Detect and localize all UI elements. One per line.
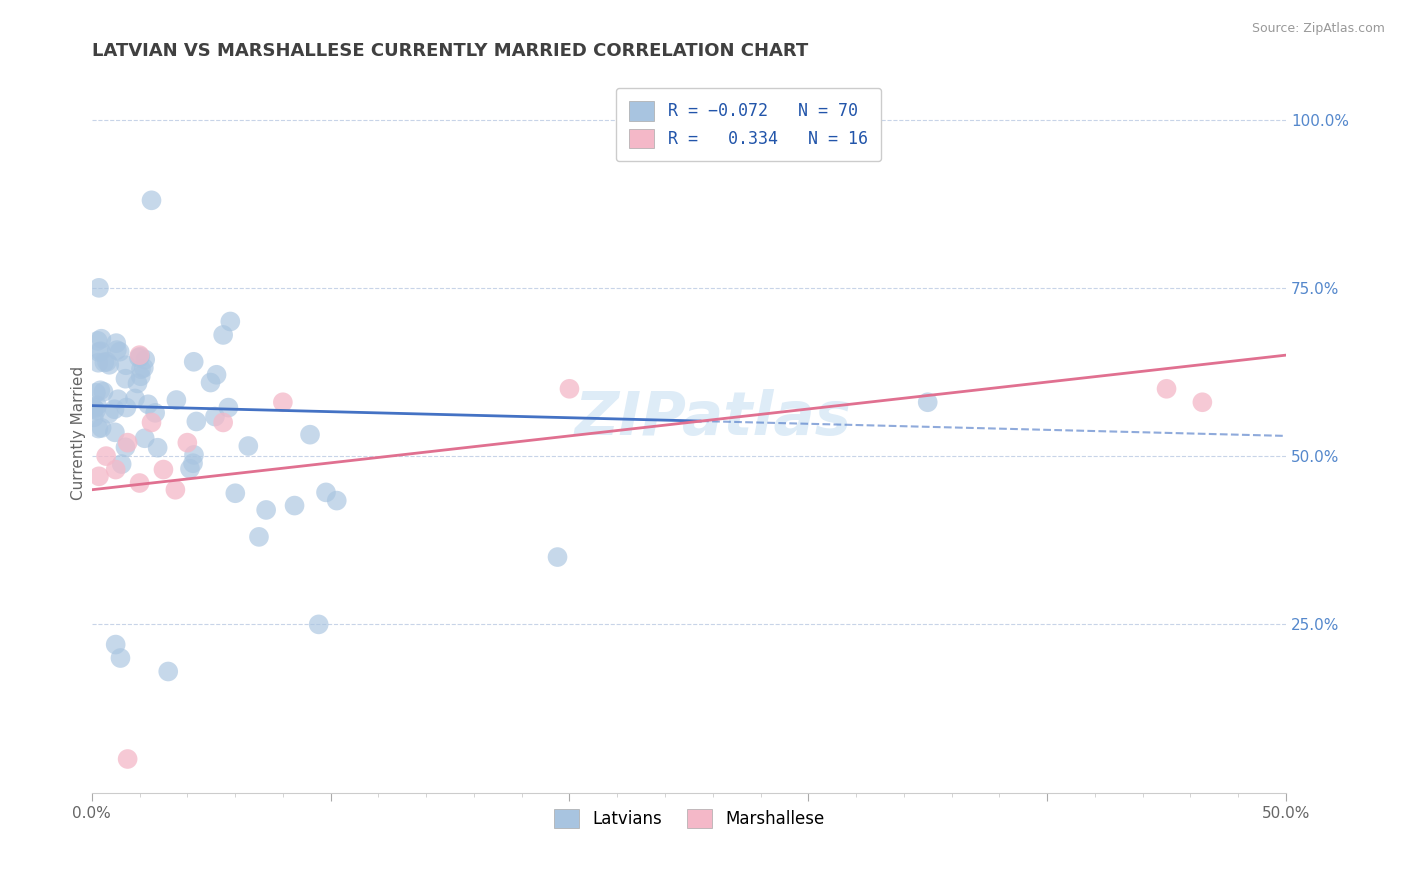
Point bbox=[90, 332, 112, 346]
Point bbox=[176, 435, 198, 450]
Point bbox=[152, 462, 174, 476]
Point bbox=[224, 486, 246, 500]
Point bbox=[93, 384, 115, 399]
Point bbox=[315, 485, 337, 500]
Point bbox=[97, 407, 120, 421]
Point bbox=[84, 403, 107, 417]
Point bbox=[165, 483, 187, 497]
Point bbox=[90, 421, 112, 435]
Point bbox=[129, 369, 152, 384]
Point bbox=[299, 427, 322, 442]
Point bbox=[132, 360, 155, 375]
Point bbox=[128, 476, 150, 491]
Point bbox=[90, 344, 112, 359]
Point bbox=[134, 431, 156, 445]
Point bbox=[87, 356, 110, 370]
Point bbox=[115, 358, 138, 372]
Point bbox=[104, 638, 127, 652]
Point bbox=[134, 352, 156, 367]
Point bbox=[129, 362, 152, 376]
Point bbox=[115, 401, 138, 415]
Point bbox=[105, 343, 128, 358]
Point bbox=[212, 327, 235, 342]
Point bbox=[181, 456, 204, 470]
Point bbox=[1156, 382, 1178, 396]
Point bbox=[146, 441, 169, 455]
Point bbox=[94, 449, 117, 463]
Point bbox=[124, 392, 146, 406]
Point bbox=[104, 425, 127, 440]
Point bbox=[183, 355, 205, 369]
Text: Source: ZipAtlas.com: Source: ZipAtlas.com bbox=[1251, 22, 1385, 36]
Point bbox=[87, 281, 110, 295]
Point bbox=[104, 462, 127, 476]
Legend: Latvians, Marshallese: Latvians, Marshallese bbox=[547, 802, 831, 835]
Point bbox=[107, 392, 129, 407]
Point bbox=[200, 376, 222, 390]
Point bbox=[111, 457, 134, 471]
Point bbox=[204, 409, 226, 424]
Point bbox=[165, 392, 187, 407]
Point bbox=[141, 416, 163, 430]
Point bbox=[105, 336, 128, 351]
Point bbox=[917, 395, 939, 409]
Point bbox=[86, 399, 108, 413]
Point bbox=[186, 415, 208, 429]
Point bbox=[108, 344, 131, 359]
Point bbox=[136, 397, 159, 411]
Point bbox=[87, 421, 110, 435]
Point bbox=[114, 372, 136, 386]
Text: ZIPatlas: ZIPatlas bbox=[574, 389, 851, 448]
Point bbox=[93, 355, 115, 369]
Point bbox=[558, 382, 581, 396]
Point bbox=[96, 355, 118, 369]
Point bbox=[89, 384, 111, 398]
Point bbox=[103, 402, 125, 417]
Point bbox=[87, 345, 110, 359]
Point bbox=[271, 395, 294, 409]
Point bbox=[83, 402, 105, 417]
Point bbox=[110, 651, 132, 665]
Point bbox=[117, 752, 139, 766]
Y-axis label: Currently Married: Currently Married bbox=[72, 366, 86, 500]
Point bbox=[1191, 395, 1213, 409]
Point bbox=[283, 499, 305, 513]
Point bbox=[183, 448, 205, 462]
Point bbox=[98, 358, 121, 372]
Point bbox=[128, 351, 150, 365]
Point bbox=[238, 439, 260, 453]
Point bbox=[219, 314, 242, 328]
Point bbox=[308, 617, 330, 632]
Point bbox=[179, 461, 201, 475]
Point bbox=[127, 376, 149, 391]
Point bbox=[326, 493, 349, 508]
Point bbox=[87, 469, 110, 483]
Point bbox=[212, 416, 235, 430]
Point bbox=[83, 410, 105, 425]
Point bbox=[84, 385, 107, 400]
Point bbox=[128, 348, 150, 362]
Point bbox=[143, 406, 166, 420]
Text: LATVIAN VS MARSHALLESE CURRENTLY MARRIED CORRELATION CHART: LATVIAN VS MARSHALLESE CURRENTLY MARRIED… bbox=[91, 42, 808, 60]
Point bbox=[205, 368, 228, 382]
Point bbox=[217, 401, 239, 415]
Point bbox=[86, 334, 108, 348]
Point bbox=[129, 350, 152, 364]
Point bbox=[117, 435, 139, 450]
Point bbox=[247, 530, 270, 544]
Point bbox=[254, 503, 277, 517]
Point bbox=[547, 550, 569, 565]
Point bbox=[83, 401, 105, 415]
Point bbox=[141, 194, 163, 208]
Point bbox=[157, 665, 180, 679]
Point bbox=[114, 440, 136, 454]
